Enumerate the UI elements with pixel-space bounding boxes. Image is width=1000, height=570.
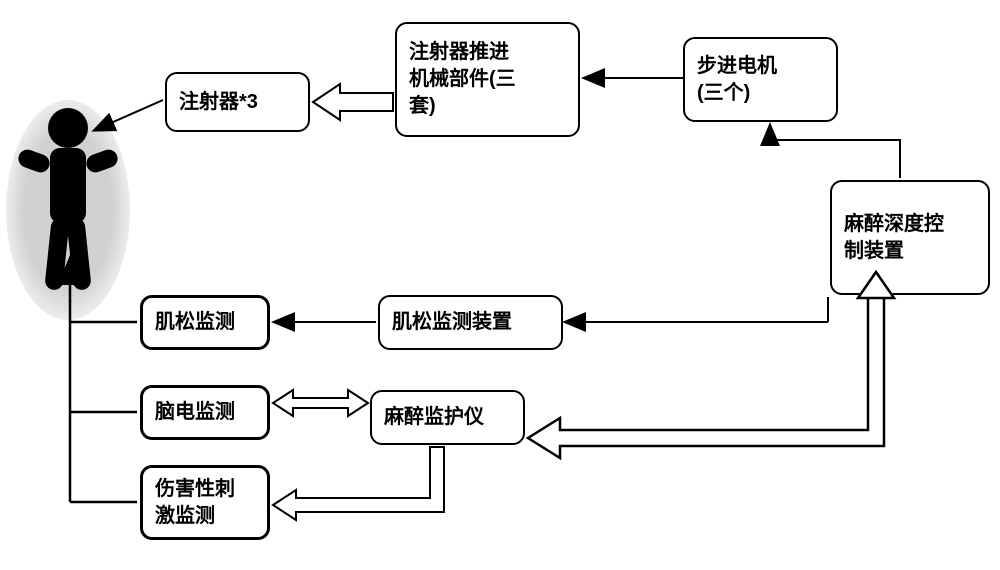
node-anesthesia-monitor: 麻醉监护仪 (370, 390, 525, 445)
node-controller: 麻醉深度控制装置 (830, 180, 990, 295)
label: 麻醉深度控制装置 (844, 211, 944, 265)
label: 伤害性刺激监测 (155, 476, 235, 530)
label: 步进电机(三个) (697, 53, 777, 107)
node-stepper: 步进电机(三个) (683, 37, 838, 122)
node-eeg-monitor: 脑电监测 (140, 385, 270, 440)
person-icon (10, 100, 125, 315)
node-injector: 注射器*3 (165, 72, 310, 132)
node-mechanism: 注射器推进机械部件(三套) (395, 22, 580, 137)
label: 麻醉监护仪 (384, 404, 484, 431)
node-pain-monitor: 伤害性刺激监测 (140, 465, 270, 540)
node-muscle-relax-monitor: 肌松监测 (140, 295, 270, 350)
node-muscle-relax-device: 肌松监测装置 (378, 295, 563, 350)
label: 肌松监测 (155, 309, 235, 336)
label: 脑电监测 (155, 399, 235, 426)
label: 注射器推进机械部件(三套) (409, 39, 516, 120)
label: 肌松监测装置 (392, 309, 512, 336)
label: 注射器*3 (179, 89, 258, 116)
